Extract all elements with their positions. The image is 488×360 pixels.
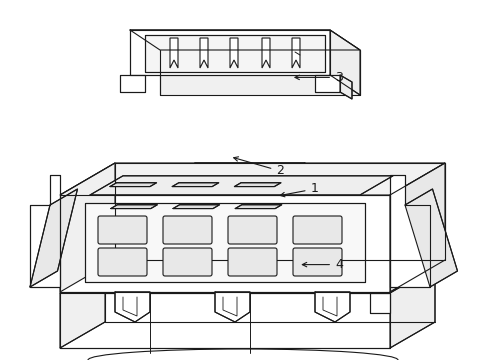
Ellipse shape xyxy=(88,349,397,360)
Text: 1: 1 xyxy=(280,183,318,197)
Polygon shape xyxy=(215,292,249,322)
Polygon shape xyxy=(229,38,238,68)
Text: 3: 3 xyxy=(294,71,342,84)
Polygon shape xyxy=(175,203,305,215)
Polygon shape xyxy=(90,176,392,195)
Polygon shape xyxy=(30,189,77,287)
Polygon shape xyxy=(130,30,329,75)
Polygon shape xyxy=(60,267,105,348)
Polygon shape xyxy=(60,293,389,348)
Polygon shape xyxy=(110,183,156,186)
Polygon shape xyxy=(339,75,351,99)
Polygon shape xyxy=(389,267,434,348)
Polygon shape xyxy=(314,75,339,92)
Polygon shape xyxy=(60,195,389,292)
FancyBboxPatch shape xyxy=(292,216,341,244)
Polygon shape xyxy=(30,175,60,287)
Polygon shape xyxy=(145,35,325,72)
Polygon shape xyxy=(235,205,281,208)
Polygon shape xyxy=(404,189,457,287)
FancyBboxPatch shape xyxy=(98,248,147,276)
Polygon shape xyxy=(120,75,145,92)
Text: 4: 4 xyxy=(302,258,342,271)
Polygon shape xyxy=(314,292,349,322)
Polygon shape xyxy=(184,215,200,230)
FancyBboxPatch shape xyxy=(227,248,276,276)
Polygon shape xyxy=(111,205,157,208)
Polygon shape xyxy=(329,30,359,95)
Polygon shape xyxy=(60,267,434,293)
Polygon shape xyxy=(183,178,276,212)
FancyBboxPatch shape xyxy=(292,248,341,276)
FancyBboxPatch shape xyxy=(98,216,147,244)
Polygon shape xyxy=(200,38,207,68)
Polygon shape xyxy=(115,163,444,260)
Polygon shape xyxy=(60,163,444,195)
Polygon shape xyxy=(115,292,150,322)
Polygon shape xyxy=(175,175,285,215)
Polygon shape xyxy=(175,163,305,175)
Polygon shape xyxy=(389,175,429,287)
Polygon shape xyxy=(369,293,389,313)
Polygon shape xyxy=(260,215,274,230)
Polygon shape xyxy=(172,183,218,186)
Polygon shape xyxy=(130,30,359,50)
Polygon shape xyxy=(291,38,299,68)
Polygon shape xyxy=(170,38,178,68)
FancyBboxPatch shape xyxy=(163,216,212,244)
Polygon shape xyxy=(60,163,115,292)
Polygon shape xyxy=(183,165,292,175)
Polygon shape xyxy=(389,163,444,292)
FancyBboxPatch shape xyxy=(227,216,276,244)
Polygon shape xyxy=(234,183,281,186)
Polygon shape xyxy=(262,38,269,68)
Polygon shape xyxy=(173,205,219,208)
Text: 2: 2 xyxy=(233,157,284,177)
Polygon shape xyxy=(285,163,305,215)
FancyBboxPatch shape xyxy=(163,248,212,276)
Polygon shape xyxy=(85,203,364,282)
Polygon shape xyxy=(160,50,359,95)
